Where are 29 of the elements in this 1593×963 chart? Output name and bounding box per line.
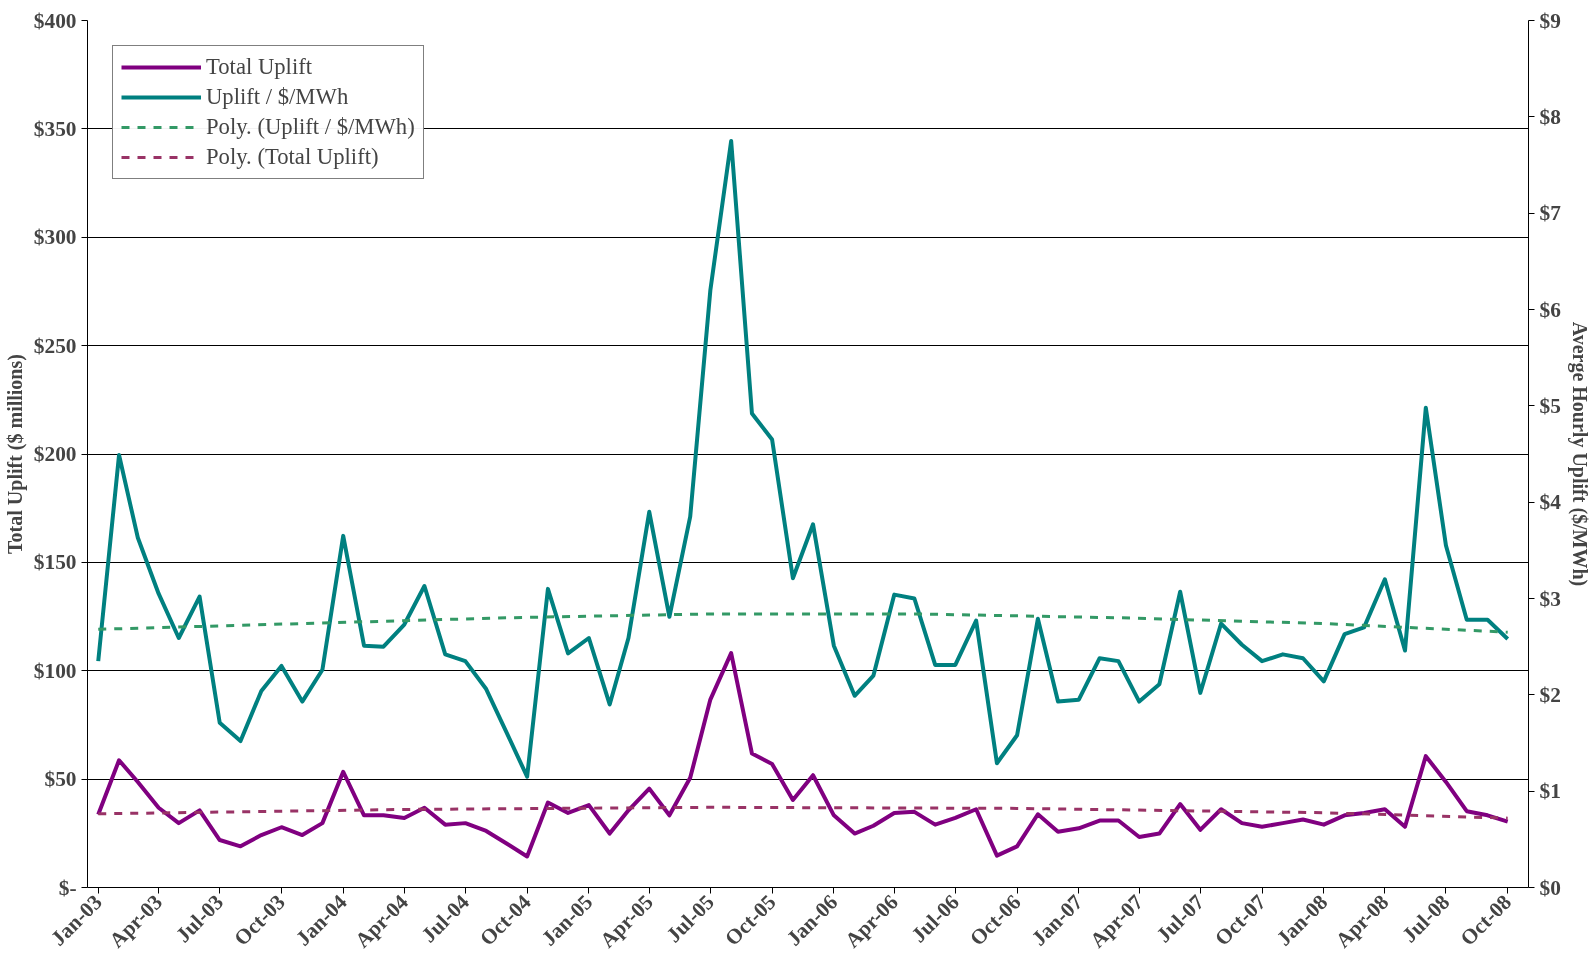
y2-tick-label: $4: [1539, 490, 1562, 515]
legend-label: Total Uplift: [206, 54, 313, 80]
line-series: [96, 805, 1510, 820]
y2-tick-label: $2: [1539, 682, 1561, 707]
y-tick-label: $400: [33, 8, 77, 33]
y-tick-label: $200: [33, 442, 77, 466]
y-tick-label: $100: [33, 658, 77, 683]
legend-label: Uplift / $/MWh: [206, 84, 349, 110]
y-tick-label: $300: [33, 225, 77, 250]
line-series: [96, 612, 1510, 634]
line-series: [96, 651, 1510, 859]
y-tick-label: $350: [33, 116, 77, 141]
y2-axis-title: Averge Hourly Uplift ($/MWh): [1567, 321, 1591, 587]
y2-tick-label: $3: [1539, 586, 1561, 611]
y2-tick-label: $9: [1539, 8, 1561, 33]
y2-tick-label: $8: [1539, 104, 1561, 129]
y2-tick-label: $7: [1539, 201, 1562, 226]
y-axis-title: Total Uplift ($ millions): [3, 354, 27, 554]
y2-tick-label: $0: [1539, 875, 1561, 900]
legend-label: Poly. (Uplift / $/MWh): [206, 114, 415, 140]
y2-tick-label: $5: [1539, 393, 1561, 418]
y-tick-label: $-: [58, 875, 77, 900]
legend-label: Poly. (Total Uplift): [206, 144, 379, 170]
y2-tick-label: $1: [1539, 779, 1561, 804]
y-tick-label: $50: [44, 767, 77, 792]
y2-tick-label: $6: [1539, 297, 1562, 322]
y-tick-label: $250: [33, 333, 77, 358]
y-tick-label: $150: [33, 550, 77, 575]
line-series: [96, 138, 1510, 779]
